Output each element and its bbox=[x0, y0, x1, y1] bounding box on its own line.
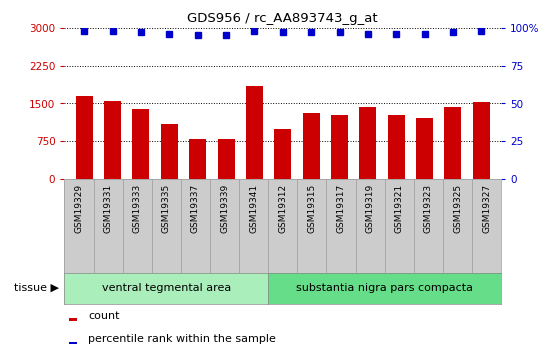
Text: GSM19315: GSM19315 bbox=[307, 184, 316, 233]
Text: GSM19335: GSM19335 bbox=[162, 184, 171, 233]
Text: GSM19327: GSM19327 bbox=[482, 184, 491, 233]
Bar bbox=[161, 124, 178, 179]
Bar bbox=[416, 118, 433, 179]
Text: GSM19339: GSM19339 bbox=[220, 184, 229, 233]
Text: substantia nigra pars compacta: substantia nigra pars compacta bbox=[296, 283, 473, 293]
Text: GSM19341: GSM19341 bbox=[249, 184, 258, 233]
Bar bbox=[388, 115, 405, 179]
Text: tissue ▶: tissue ▶ bbox=[14, 283, 59, 293]
Bar bbox=[274, 129, 291, 179]
Bar bbox=[76, 96, 93, 179]
Text: GSM19321: GSM19321 bbox=[395, 184, 404, 233]
Text: GSM19331: GSM19331 bbox=[104, 184, 113, 233]
Bar bbox=[302, 113, 320, 179]
Bar bbox=[69, 342, 77, 344]
Bar bbox=[473, 102, 490, 179]
Bar bbox=[360, 107, 376, 179]
Bar bbox=[69, 318, 77, 321]
Bar bbox=[189, 139, 206, 179]
Text: ventral tegmental area: ventral tegmental area bbox=[102, 283, 231, 293]
Text: count: count bbox=[88, 311, 120, 321]
Bar bbox=[218, 139, 235, 179]
Text: GSM19323: GSM19323 bbox=[424, 184, 433, 233]
Title: GDS956 / rc_AA893743_g_at: GDS956 / rc_AA893743_g_at bbox=[188, 12, 378, 25]
Text: GSM19325: GSM19325 bbox=[453, 184, 462, 233]
Text: GSM19337: GSM19337 bbox=[191, 184, 200, 233]
Text: GSM19312: GSM19312 bbox=[278, 184, 287, 233]
Text: GSM19319: GSM19319 bbox=[366, 184, 375, 233]
Text: GSM19329: GSM19329 bbox=[74, 184, 83, 233]
Bar bbox=[331, 115, 348, 179]
Bar bbox=[104, 101, 121, 179]
Bar bbox=[133, 109, 150, 179]
Text: GSM19317: GSM19317 bbox=[337, 184, 346, 233]
Text: GSM19333: GSM19333 bbox=[133, 184, 142, 233]
Bar bbox=[445, 107, 461, 179]
Bar bbox=[246, 86, 263, 179]
Text: percentile rank within the sample: percentile rank within the sample bbox=[88, 334, 276, 344]
